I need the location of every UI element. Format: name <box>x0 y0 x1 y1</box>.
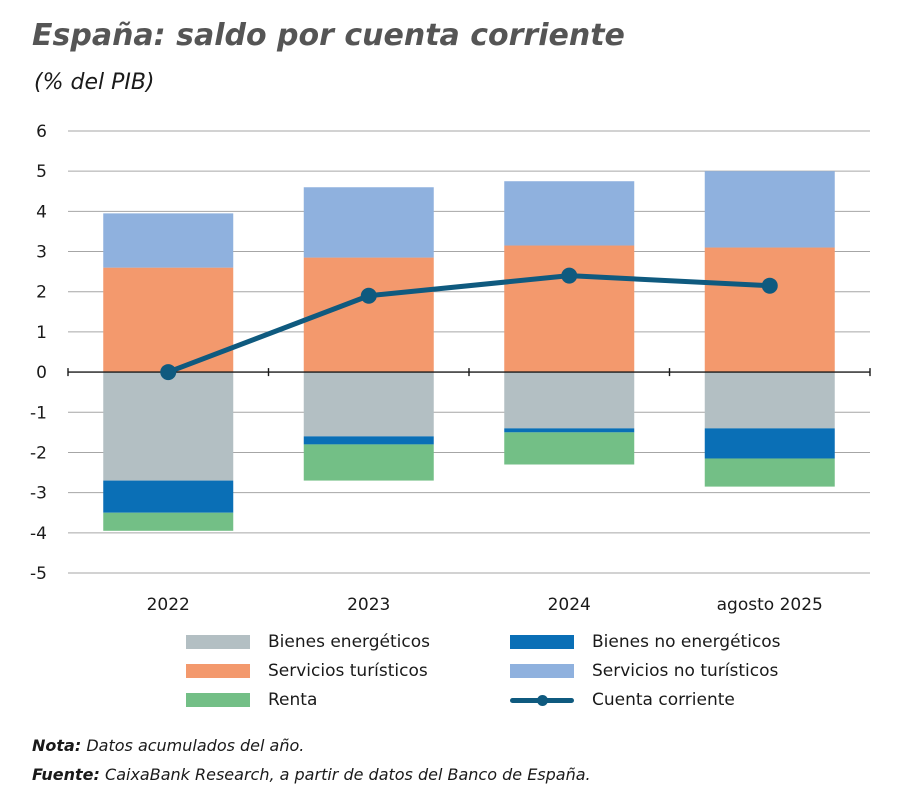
bar-segment <box>504 428 634 432</box>
y-tick-label: 5 <box>36 162 47 182</box>
legend-item-renta: Renta <box>186 690 317 710</box>
legend-label: Bienes energéticos <box>268 632 430 652</box>
bar-segment <box>304 187 434 257</box>
y-tick-label: 4 <box>36 202 47 222</box>
legend-swatch <box>186 664 250 678</box>
legend-label: Cuenta corriente <box>592 690 735 710</box>
current-account-line <box>160 268 778 380</box>
bar-segment <box>103 481 233 513</box>
legend-label: Renta <box>268 690 317 710</box>
y-tick-label: -1 <box>30 403 47 423</box>
source-text: CaixaBank Research, a partir de datos de… <box>105 765 591 784</box>
bar-segment <box>304 436 434 444</box>
line-point <box>561 268 577 284</box>
note-label: Nota: <box>32 736 81 755</box>
line-point <box>361 288 377 304</box>
bar-segment <box>705 458 835 486</box>
x-tick-label: 2024 <box>548 595 591 615</box>
bar-segment <box>705 248 835 373</box>
legend-item-cuenta-corriente: Cuenta corriente <box>510 690 735 710</box>
legend-item-servicios-turisticos: Servicios turísticos <box>186 661 428 681</box>
note-text: Datos acumulados del año. <box>86 736 304 755</box>
legend-swatch <box>510 664 574 678</box>
x-axis-ticks: 2022 2023 2024 agosto 2025 <box>147 595 823 615</box>
y-tick-label: 3 <box>36 243 47 263</box>
bar-segment <box>103 213 233 267</box>
legend-label: Servicios no turísticos <box>592 661 778 681</box>
bar-segment <box>504 246 634 373</box>
legend-line-swatch <box>510 693 574 707</box>
bar-segment <box>304 444 434 480</box>
legend-swatch <box>510 635 574 649</box>
y-tick-label: 6 <box>36 122 47 142</box>
bar-segment <box>103 372 233 480</box>
y-tick-label: -4 <box>30 524 47 544</box>
chart-plot: 6 5 4 3 2 1 0 -1 -2 -3 -4 -5 2022 2023 2024 agosto 202… <box>0 0 900 625</box>
bar-segment <box>304 372 434 436</box>
legend-label: Bienes no energéticos <box>592 632 781 652</box>
legend-swatch <box>186 693 250 707</box>
y-tick-label: 1 <box>36 323 47 343</box>
legend-label: Servicios turísticos <box>268 661 428 681</box>
bar-segment <box>705 372 835 428</box>
y-tick-label: -5 <box>30 564 47 584</box>
note: Nota: Datos acumulados del año. <box>32 736 304 755</box>
bar-segment <box>705 428 835 458</box>
bar-segment <box>103 513 233 531</box>
x-tick-label: 2023 <box>347 595 390 615</box>
y-tick-label: -2 <box>30 443 47 463</box>
bar-segment <box>705 171 835 247</box>
y-tick-label: 2 <box>36 283 47 303</box>
x-tick-label: agosto 2025 <box>717 595 823 615</box>
x-tick-label: 2022 <box>147 595 190 615</box>
bars <box>103 171 835 531</box>
bar-segment <box>504 432 634 464</box>
bar-segment <box>504 372 634 428</box>
line-point <box>160 364 176 380</box>
line-path <box>168 276 770 372</box>
y-tick-label: -3 <box>30 484 47 504</box>
source: Fuente: CaixaBank Research, a partir de … <box>32 765 591 784</box>
legend-item-bienes-energeticos: Bienes energéticos <box>186 632 430 652</box>
legend-swatch <box>186 635 250 649</box>
legend-item-servicios-no-turisticos: Servicios no turísticos <box>510 661 778 681</box>
legend-item-bienes-no-energeticos: Bienes no energéticos <box>510 632 781 652</box>
y-axis-ticks: 6 5 4 3 2 1 0 -1 -2 -3 -4 -5 <box>30 122 47 584</box>
source-label: Fuente: <box>32 765 100 784</box>
y-tick-label: 0 <box>36 363 47 383</box>
bar-segment <box>504 181 634 245</box>
line-point <box>762 278 778 294</box>
